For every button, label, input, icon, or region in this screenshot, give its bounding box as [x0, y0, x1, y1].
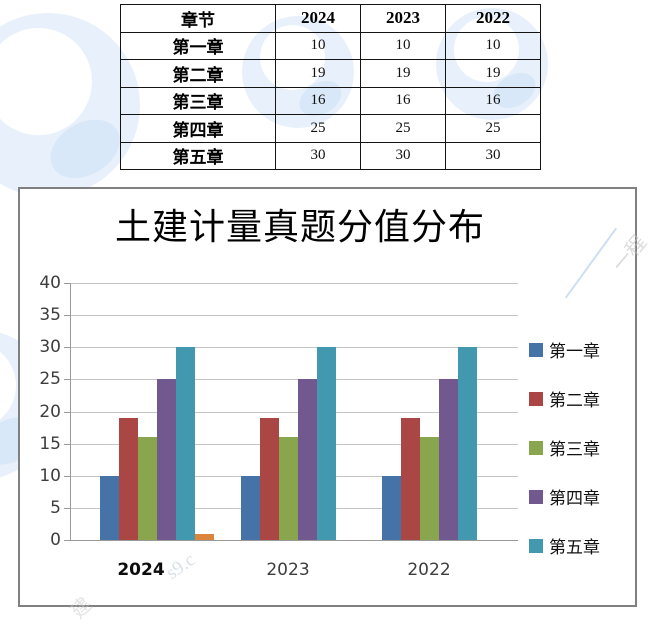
row-label: 第一章	[120, 31, 276, 60]
legend-label: 第二章	[549, 391, 600, 410]
cell-value: 19	[275, 59, 361, 88]
legend-label: 第三章	[549, 440, 600, 459]
y-axis-tick	[64, 315, 71, 317]
cell-value: 25	[360, 114, 446, 143]
y-axis-label: 5	[50, 497, 61, 518]
col-header-2024: 2024	[275, 4, 361, 33]
cell-value: 30	[360, 141, 446, 170]
bar-第五章-2022	[458, 347, 477, 540]
table-row: 第四章 25 25 25	[120, 114, 541, 143]
col-header-chapter: 章节	[120, 4, 276, 33]
y-axis-label: 30	[39, 337, 61, 358]
cell-value: 16	[360, 86, 446, 115]
col-header-2023: 2023	[360, 4, 446, 33]
bar-第三章-2022	[420, 437, 439, 540]
bar-group-2023	[241, 347, 336, 540]
cell-value: 25	[275, 114, 361, 143]
row-label: 第五章	[120, 141, 276, 170]
cell-value: 25	[445, 114, 541, 143]
legend-swatch	[529, 440, 543, 455]
bar-第二章-2023	[260, 417, 279, 540]
cell-value: 19	[445, 59, 541, 88]
table-row: 第五章 30 30 30	[120, 141, 541, 170]
bar-group-2024	[100, 347, 214, 540]
y-axis-tick	[64, 283, 71, 284]
gridline	[71, 283, 518, 284]
plot-area: 40 35 30 25 20 15 10 5 0 2024 2023 2022	[39, 273, 518, 580]
legend-swatch	[529, 391, 543, 406]
legend-label: 第五章	[549, 538, 600, 557]
bar-第一章-2024	[100, 475, 119, 540]
y-axis-label: 10	[39, 465, 61, 486]
table-row: 第二章 19 19 19	[120, 59, 541, 88]
y-axis-label: 0	[50, 530, 61, 550]
cell-value: 30	[275, 141, 361, 170]
cell-value: 30	[445, 141, 541, 170]
gridline	[71, 315, 518, 317]
watermark-logo-circle	[0, 13, 140, 197]
x-axis-label-2023: 2023	[266, 560, 310, 580]
y-axis-tick	[64, 475, 71, 477]
x-axis-label-2022: 2022	[407, 560, 451, 580]
col-header-2022: 2022	[445, 4, 541, 33]
score-table: 章节 2024 2023 2022 第一章 10 10 10 第二章 19 19…	[120, 4, 541, 170]
bar-第四章-2023	[298, 379, 317, 540]
legend-item-第四章: 第四章	[529, 484, 600, 509]
bar-第一章-2023	[241, 475, 260, 540]
legend-swatch	[529, 538, 543, 553]
cell-value: 10	[275, 31, 361, 60]
y-axis-label: 15	[39, 433, 61, 454]
chart-panel: 土建计量真题分值分布 40 35 30 25 20 15 10 5 0 2024 2023 2022 …	[18, 187, 637, 607]
chart-title: 土建计量真题分值分布	[114, 207, 485, 247]
y-axis-tick	[64, 443, 71, 445]
bar-unlabeled-2024	[195, 533, 214, 540]
table-header-row: 章节 2024 2023 2022	[120, 4, 541, 33]
y-axis-label: 20	[39, 401, 61, 422]
chart-legend: 第一章第二章第三章第四章第五章	[529, 337, 600, 558]
bar-group-2022	[382, 347, 477, 540]
cell-value: 16	[275, 86, 361, 115]
y-axis-tick	[64, 411, 71, 413]
cell-value: 19	[360, 59, 446, 88]
bar-第四章-2022	[439, 379, 458, 540]
y-axis-tick	[64, 379, 71, 381]
legend-label: 第四章	[549, 489, 600, 508]
legend-label: 第一章	[549, 342, 600, 361]
y-axis-tick	[64, 507, 71, 509]
table-row: 第一章 10 10 10	[120, 31, 541, 60]
legend-swatch	[529, 342, 543, 357]
row-label: 第三章	[120, 86, 276, 115]
legend-item-第二章: 第二章	[529, 386, 600, 411]
y-axis-tick	[64, 347, 71, 349]
gridline	[71, 379, 518, 381]
bar-第一章-2022	[382, 475, 401, 540]
y-axis-label: 35	[39, 305, 61, 326]
bar-第三章-2023	[279, 437, 298, 540]
bar-第五章-2023	[317, 347, 336, 540]
x-axis-label-2024: 2024	[117, 560, 165, 580]
gridline	[71, 411, 518, 413]
bar-第四章-2024	[157, 379, 176, 540]
legend-item-第三章: 第三章	[529, 435, 600, 460]
row-label: 第二章	[120, 59, 276, 88]
table-row: 第三章 16 16 16	[120, 86, 541, 115]
bar-第二章-2022	[401, 417, 420, 540]
gridline	[71, 347, 518, 349]
bar-第三章-2024	[138, 437, 157, 540]
cell-value: 10	[445, 31, 541, 60]
row-label: 第四章	[120, 114, 276, 143]
cell-value: 16	[445, 86, 541, 115]
legend-item-第一章: 第一章	[529, 337, 600, 362]
cell-value: 10	[360, 31, 446, 60]
y-axis-label: 25	[39, 369, 61, 390]
legend-swatch	[529, 489, 543, 504]
legend-item-第五章: 第五章	[529, 533, 600, 558]
y-axis-tick	[64, 540, 71, 541]
bar-第二章-2024	[119, 417, 138, 540]
bar-第五章-2024	[176, 347, 195, 540]
y-axis-label: 40	[39, 273, 61, 293]
